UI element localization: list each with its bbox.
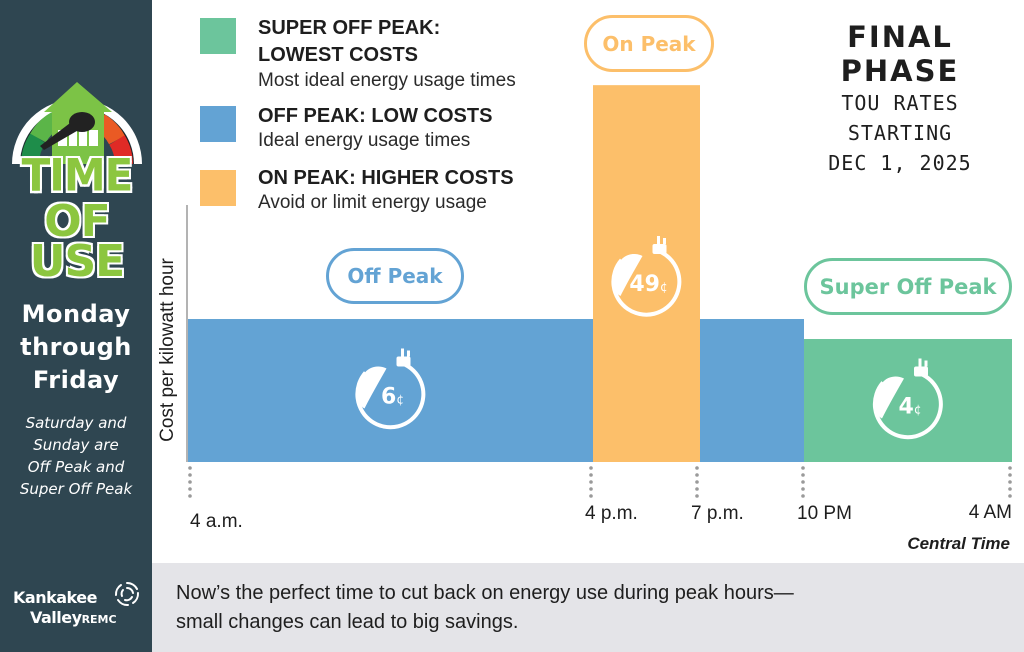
price-badge-icon: 6¢: [355, 348, 426, 430]
tick-dot: [695, 466, 699, 470]
days-line: Monday: [21, 300, 131, 328]
weekend-line: Off Peak and: [27, 458, 125, 476]
legend-swatch: [200, 170, 236, 206]
bar-off-peak: [188, 319, 593, 462]
tick-dot: [801, 466, 805, 470]
legend-title: OFF PEAK: LOW COSTS: [258, 105, 493, 127]
legend-title: LOWEST COSTS: [258, 44, 418, 66]
swirl-icon: [114, 581, 140, 607]
tick-dot: [801, 473, 805, 477]
footer-message: Now’s the perfect time to cut back on en…: [152, 563, 1024, 652]
legend-swatch: [200, 106, 236, 142]
weekend-note: Saturday and Sunday are Off Peak and Sup…: [0, 412, 152, 500]
tick-dot: [801, 487, 805, 491]
tick-dot: [801, 480, 805, 484]
pill-on-peak: On Peak: [584, 15, 714, 72]
legend-description: Ideal energy usage times: [258, 130, 471, 151]
footer-text: Now’s the perfect time to cut back on en…: [176, 579, 794, 637]
x-axis-label: Central Time: [907, 534, 1010, 553]
gauge-house-icon: [12, 82, 142, 165]
tick-dot: [188, 480, 192, 484]
brand-line2: ValleyREMC: [13, 608, 117, 630]
tick-dot: [188, 494, 192, 498]
price-badge-icon: 49¢: [611, 236, 682, 317]
tick-dot: [1008, 494, 1012, 498]
brand-valley: Valley: [30, 608, 82, 627]
logo-text-of: OF: [43, 196, 111, 247]
legend-swatch: [200, 18, 236, 54]
logo-text-use: USE: [29, 236, 126, 287]
tick-dot: [695, 494, 699, 498]
weekend-line: Super Off Peak: [19, 480, 133, 498]
bar-super-off-peak: [804, 339, 1012, 462]
tick-dot: [188, 466, 192, 470]
footer-line: Now’s the perfect time to cut back on en…: [176, 582, 794, 604]
price-badge-icon: 4¢: [872, 358, 943, 440]
tick-dot: [589, 480, 593, 484]
tick-dot: [188, 473, 192, 477]
legend-description: Avoid or limit energy usage: [258, 192, 487, 213]
tick-dot: [1008, 487, 1012, 491]
tick-dot: [589, 487, 593, 491]
price-label: 49¢: [629, 272, 667, 297]
weekend-line: Sunday are: [33, 436, 119, 454]
brand-logo: Kankakee ValleyREMC: [13, 588, 117, 630]
x-tick-label: 4 a.m.: [190, 511, 243, 532]
final-phase-block: FINAL PHASE TOU RATES STARTING DEC 1, 20…: [800, 20, 1000, 178]
brand-line1: Kankakee: [13, 588, 97, 607]
tick-dot: [695, 473, 699, 477]
pill-super-off-peak: Super Off Peak: [804, 258, 1012, 315]
sidebar: TIME OF USE Monday through Friday Saturd…: [0, 0, 152, 652]
bar-on-peak: [593, 85, 700, 463]
tick-dot: [801, 494, 805, 498]
legend-title: SUPER OFF PEAK:: [258, 17, 441, 39]
days-line: Friday: [32, 366, 120, 394]
tick-dot: [695, 487, 699, 491]
phase-subtitle: STARTING: [847, 121, 953, 145]
phase-date: DEC 1, 2025: [828, 151, 972, 175]
price-label: 4¢: [899, 395, 922, 420]
legend-title: ON PEAK: HIGHER COSTS: [258, 167, 514, 189]
time-of-use-logo: TIME OF USE: [8, 60, 146, 285]
phase-title: PHASE: [840, 54, 960, 88]
days-line: through: [20, 333, 132, 361]
tick-dot: [589, 473, 593, 477]
phase-title: FINAL: [847, 20, 953, 54]
x-tick-label: 4 p.m.: [585, 503, 638, 524]
tick-dot: [1008, 480, 1012, 484]
bar-off-peak: [700, 319, 804, 462]
legend-description: Most ideal energy usage times: [258, 70, 516, 91]
tick-dot: [589, 494, 593, 498]
tou-chart: Cost per kilowatt hour 6¢ 49¢ 4¢ Off Peak O…: [157, 15, 1012, 553]
chart-plot: 6¢ 49¢ 4¢: [186, 85, 1012, 498]
phase-subtitle: TOU RATES: [841, 91, 959, 115]
weekend-line: Saturday and: [25, 414, 127, 432]
brand-remc: REMC: [81, 613, 117, 626]
logo-text-time: TIME: [21, 149, 135, 202]
tick-dot: [1008, 466, 1012, 470]
price-label: 6¢: [381, 385, 404, 410]
x-tick-label: 7 p.m.: [691, 503, 744, 524]
weekday-heading: Monday through Friday: [0, 298, 152, 397]
x-tick-label: 10 PM: [797, 503, 852, 524]
tick-dot: [1008, 473, 1012, 477]
tick-dot: [589, 466, 593, 470]
tick-dot: [695, 480, 699, 484]
x-tick-label: 4 AM: [968, 502, 1012, 523]
pill-off-peak: Off Peak: [326, 248, 464, 304]
footer-line: small changes can lead to big savings.: [176, 611, 519, 633]
tick-dot: [188, 487, 192, 491]
